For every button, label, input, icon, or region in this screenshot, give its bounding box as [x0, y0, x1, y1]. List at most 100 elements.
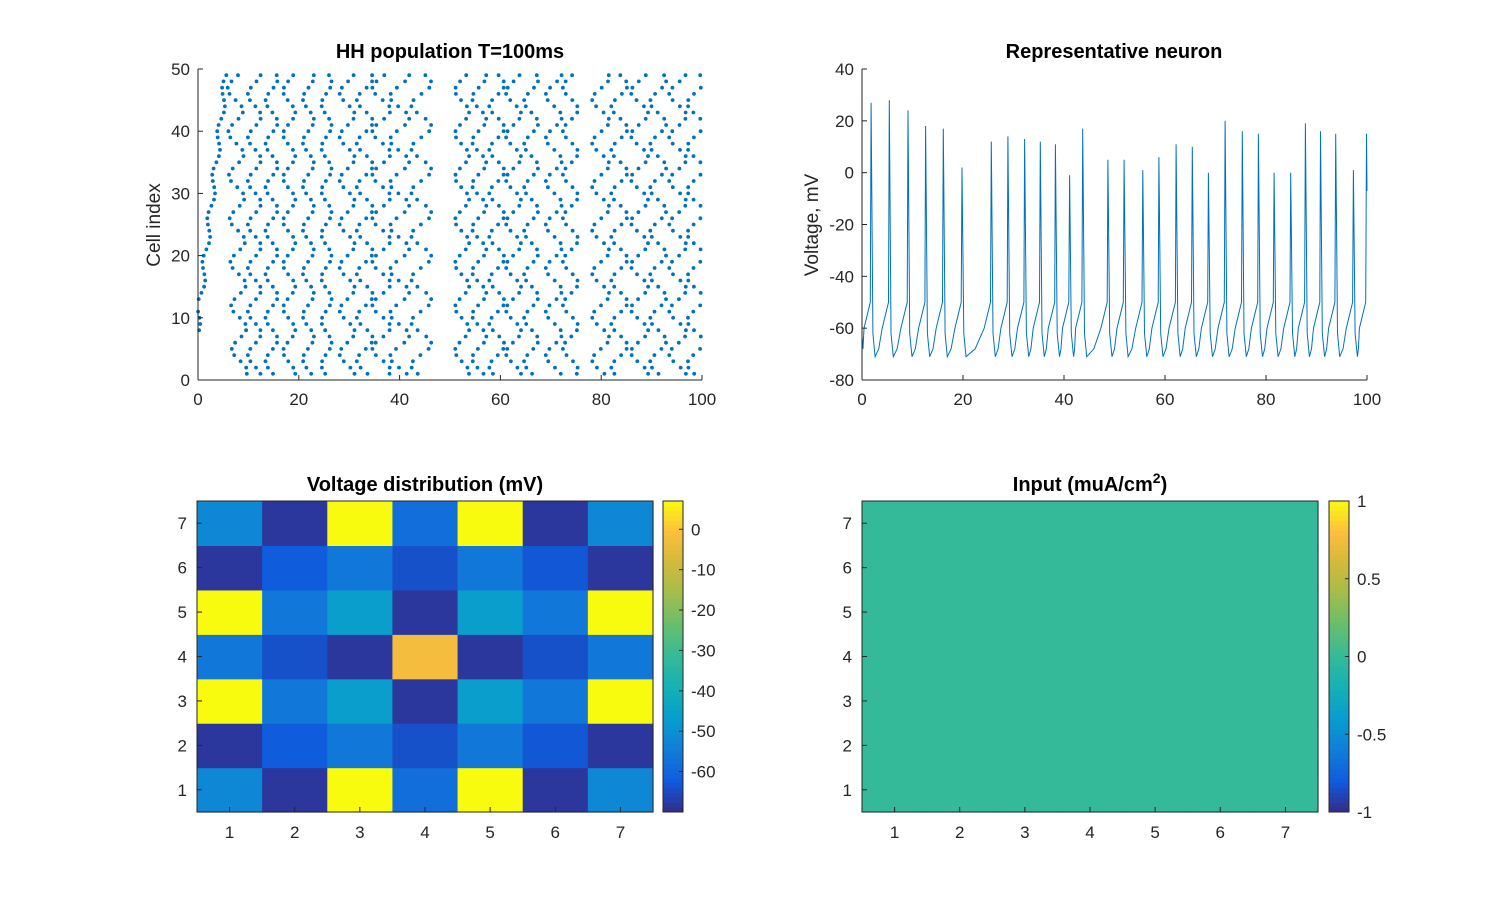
- spike-dot: [471, 222, 476, 227]
- raster-y-tick-label: 20: [171, 247, 190, 266]
- spike-dot: [524, 235, 528, 239]
- input-cell: [1252, 678, 1319, 724]
- input-cell: [927, 678, 993, 724]
- spike-dot: [228, 135, 233, 140]
- spike-dot: [285, 253, 290, 258]
- spike-dot: [229, 222, 234, 227]
- spike-dot: [328, 85, 333, 90]
- spike-dot: [319, 235, 324, 239]
- spike-dot: [601, 110, 606, 115]
- spike-dot: [519, 241, 523, 246]
- spike-dot: [415, 284, 420, 289]
- spike-dot: [358, 322, 363, 326]
- spike-dot: [470, 359, 475, 364]
- spike-dot: [346, 123, 350, 127]
- spike-dot: [365, 328, 370, 333]
- spike-dot: [502, 253, 506, 258]
- spike-dot: [248, 129, 253, 134]
- spike-dot: [304, 322, 309, 326]
- spike-dot: [374, 79, 379, 84]
- spike-dot: [370, 216, 375, 221]
- spike-dot: [571, 359, 575, 364]
- spike-dot: [530, 328, 534, 333]
- spike-dot: [558, 371, 563, 376]
- spike-dot: [389, 272, 394, 277]
- spike-dot: [304, 191, 308, 196]
- spike-dot: [327, 116, 331, 121]
- voltage-colorbar-segment: [663, 792, 683, 798]
- spike-dot: [677, 79, 682, 84]
- input-colorbar-segment: [1329, 748, 1349, 755]
- spike-dot: [208, 235, 213, 239]
- spike-dot: [424, 203, 428, 208]
- spike-dot: [248, 85, 253, 90]
- spike-dot: [526, 92, 530, 96]
- spike-dot: [519, 371, 523, 376]
- spike-dot: [649, 104, 654, 109]
- spike-dot: [692, 284, 696, 289]
- voltage-heatmap-title: Voltage distribution (mV): [307, 474, 543, 496]
- spike-dot: [423, 116, 428, 121]
- spike-dot: [543, 266, 548, 270]
- spike-dot: [490, 110, 495, 115]
- voltage-cell: [327, 501, 394, 547]
- spike-dot: [388, 309, 393, 314]
- spike-dot: [636, 166, 641, 171]
- spike-dot: [543, 353, 548, 357]
- spike-dot: [502, 297, 506, 301]
- spike-dot: [337, 92, 342, 96]
- spike-dot: [531, 216, 536, 221]
- spike-dot: [407, 291, 411, 295]
- spike-dot: [337, 179, 342, 183]
- spike-dot: [320, 359, 324, 364]
- spike-dot: [525, 266, 530, 270]
- spike-dot: [522, 315, 526, 320]
- spike-dot: [515, 322, 520, 326]
- spike-dot: [570, 141, 575, 146]
- spike-dot: [348, 322, 353, 326]
- spike-dot: [348, 235, 352, 239]
- input-colorbar-segment: [1329, 505, 1349, 512]
- spike-dot: [364, 110, 369, 115]
- spike-dot: [642, 104, 646, 109]
- spike-dot: [505, 172, 510, 177]
- spike-dot: [319, 148, 324, 152]
- spike-dot: [396, 278, 401, 283]
- spike-dot: [306, 259, 310, 264]
- voltage-colorbar-segment: [663, 700, 683, 706]
- spike-dot: [624, 216, 629, 221]
- voltage-y-tick-label: 2: [178, 736, 187, 755]
- spike-dot: [319, 278, 324, 283]
- spike-dot: [394, 303, 399, 308]
- spike-dot: [411, 98, 416, 102]
- spike-dot: [358, 191, 362, 196]
- spike-dot: [270, 154, 275, 159]
- input-cell: [992, 767, 1059, 813]
- spike-dot: [592, 353, 596, 357]
- input-cell: [1122, 634, 1189, 680]
- voltage-cell: [197, 501, 263, 547]
- input-colorbar-tick-label: 0.5: [1357, 570, 1381, 589]
- spike-dot: [515, 235, 519, 239]
- spike-dot: [254, 365, 258, 370]
- spike-dot: [683, 116, 688, 121]
- spike-dot: [683, 291, 688, 295]
- spike-dot: [275, 253, 279, 258]
- spike-dot: [667, 92, 672, 96]
- input-cell: [862, 501, 928, 547]
- raster-title: HH population T=100ms: [336, 41, 564, 63]
- input-colorbar-tick-label: -0.5: [1357, 725, 1386, 744]
- spike-dot: [419, 135, 424, 140]
- spike-dot: [660, 129, 664, 134]
- spike-dot: [453, 259, 458, 264]
- spike-dot: [337, 309, 342, 314]
- trace-y-tick-label: -80: [829, 371, 854, 390]
- spike-dot: [618, 73, 623, 78]
- spike-dot: [646, 197, 650, 202]
- spike-dot: [609, 365, 614, 370]
- spike-dot: [306, 347, 310, 351]
- voltage-cell: [327, 678, 394, 724]
- input-cell: [1187, 545, 1254, 591]
- spike-dot: [629, 309, 634, 314]
